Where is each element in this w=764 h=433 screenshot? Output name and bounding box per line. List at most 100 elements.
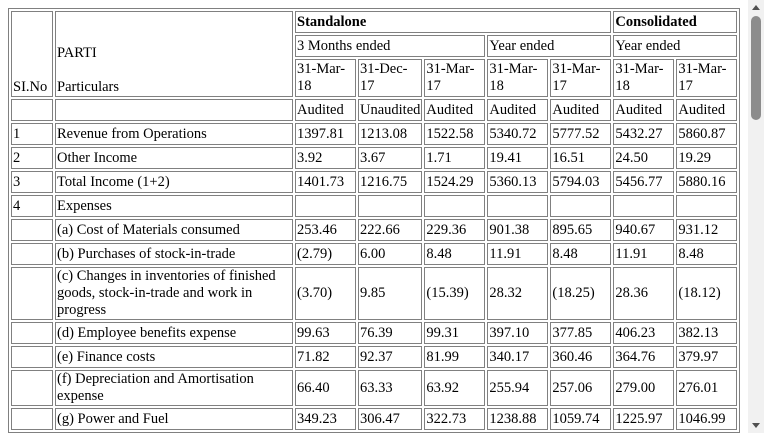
value-cell: 76.39 [358, 322, 423, 344]
value-cell: 1401.73 [295, 171, 356, 193]
particular-cell: (e) Finance costs [55, 346, 293, 368]
scrollbar-thumb[interactable] [751, 16, 761, 120]
particulars-header: PARTI Particulars [55, 11, 293, 97]
scroll-down-icon[interactable] [752, 423, 760, 428]
value-cell: 16.51 [550, 147, 612, 169]
sl-cell [11, 408, 53, 430]
value-cell: 71.82 [295, 346, 356, 368]
value-cell: 279.00 [613, 370, 675, 406]
value-cell: (3.70) [295, 267, 356, 320]
three-months-header: 3 Months ended [295, 35, 486, 57]
date-row: 31-Mar-18 31-Dec-17 31-Mar-17 31-Mar-18 … [11, 59, 738, 97]
value-cell [424, 195, 486, 217]
value-cell: 253.46 [295, 219, 356, 241]
status-cell: Audited [295, 99, 356, 121]
status-cell: Audited [676, 99, 738, 121]
table-row: (b) Purchases of stock-in-trade (2.79) 6.0… [11, 243, 738, 265]
date-cell: 31-Mar-17 [676, 59, 738, 97]
vertical-scrollbar[interactable] [748, 0, 764, 433]
consolidated-header: Consolidated [613, 11, 738, 33]
sl-cell [11, 219, 53, 241]
table-row: 4 Expenses [11, 195, 738, 217]
status-cell: Audited [550, 99, 612, 121]
year-ended-standalone-header: Year ended [487, 35, 612, 57]
status-cell: Unaudited [358, 99, 423, 121]
value-cell: (18.25) [550, 267, 612, 320]
particular-cell: (c) Changes in inventories of finished g… [55, 267, 293, 320]
value-cell: 349.23 [295, 408, 356, 430]
particular-cell: (a) Cost of Materials consumed [55, 219, 293, 241]
value-cell: 257.06 [550, 370, 612, 406]
scroll-up-icon[interactable] [752, 5, 760, 10]
value-cell [358, 195, 423, 217]
value-cell: 28.36 [613, 267, 675, 320]
particular-cell: (d) Employee benefits expense [55, 322, 293, 344]
value-cell: 99.31 [424, 322, 486, 344]
value-cell [487, 195, 549, 217]
status-cell: Audited [613, 99, 675, 121]
value-cell: 5860.87 [676, 123, 738, 145]
value-cell: 406.23 [613, 322, 675, 344]
value-cell: 5432.27 [613, 123, 675, 145]
table-row: (c) Changes in inventories of finished g… [11, 267, 738, 320]
date-cell: 31-Mar-18 [613, 59, 675, 97]
header-row-2: 3 Months ended Year ended Year ended [11, 35, 738, 57]
value-cell: 5360.13 [487, 171, 549, 193]
value-cell [676, 195, 738, 217]
value-cell: 1216.75 [358, 171, 423, 193]
value-cell: 63.33 [358, 370, 423, 406]
particular-cell: (g) Power and Fuel [55, 408, 293, 430]
value-cell: 276.01 [676, 370, 738, 406]
value-cell: 377.85 [550, 322, 612, 344]
value-cell: 222.66 [358, 219, 423, 241]
sl-cell [11, 346, 53, 368]
value-cell: 81.99 [424, 346, 486, 368]
table-body: 1 Revenue from Operations 1397.81 1213.08 15… [11, 123, 738, 430]
particular-cell: (b) Purchases of stock-in-trade [55, 243, 293, 265]
value-cell: 6.00 [358, 243, 423, 265]
value-cell: 1397.81 [295, 123, 356, 145]
value-cell: 5456.77 [613, 171, 675, 193]
table-row: (e) Finance costs 71.82 92.37 81.99 340.17 36… [11, 346, 738, 368]
value-cell: 382.13 [676, 322, 738, 344]
value-cell: 5880.16 [676, 171, 738, 193]
value-cell: 1238.88 [487, 408, 549, 430]
status-cell: Audited [424, 99, 486, 121]
sl-cell [11, 322, 53, 344]
status-cell: Audited [487, 99, 549, 121]
value-cell: (15.39) [424, 267, 486, 320]
value-cell: 1059.74 [550, 408, 612, 430]
particulars-label: Particulars [57, 79, 120, 95]
value-cell: 1225.97 [613, 408, 675, 430]
value-cell: 19.29 [676, 147, 738, 169]
value-cell: 8.48 [550, 243, 612, 265]
sl-no-header: SI.No [11, 11, 53, 97]
value-cell: 901.38 [487, 219, 549, 241]
date-cell: 31-Dec-17 [358, 59, 423, 97]
date-cell: 31-Mar-17 [550, 59, 612, 97]
sl-cell [11, 243, 53, 265]
sl-cell [11, 267, 53, 320]
value-cell: 1046.99 [676, 408, 738, 430]
value-cell: 3.67 [358, 147, 423, 169]
particular-cell: Expenses [55, 195, 293, 217]
value-cell: 229.36 [424, 219, 486, 241]
value-cell [613, 195, 675, 217]
year-ended-consolidated-header: Year ended [613, 35, 738, 57]
value-cell: 92.37 [358, 346, 423, 368]
value-cell: 1524.29 [424, 171, 486, 193]
value-cell: 5794.03 [550, 171, 612, 193]
value-cell: 322.73 [424, 408, 486, 430]
value-cell: 99.63 [295, 322, 356, 344]
particular-cell: (f) Depreciation and Amortisation expens… [55, 370, 293, 406]
value-cell: (18.12) [676, 267, 738, 320]
value-cell: 11.91 [613, 243, 675, 265]
value-cell: 8.48 [424, 243, 486, 265]
value-cell: 1.71 [424, 147, 486, 169]
value-cell: 340.17 [487, 346, 549, 368]
value-cell: 1213.08 [358, 123, 423, 145]
sl-cell: 2 [11, 147, 53, 169]
value-cell [295, 195, 356, 217]
table-row: (g) Power and Fuel 349.23 306.47 322.73 1238… [11, 408, 738, 430]
value-cell: 940.67 [613, 219, 675, 241]
